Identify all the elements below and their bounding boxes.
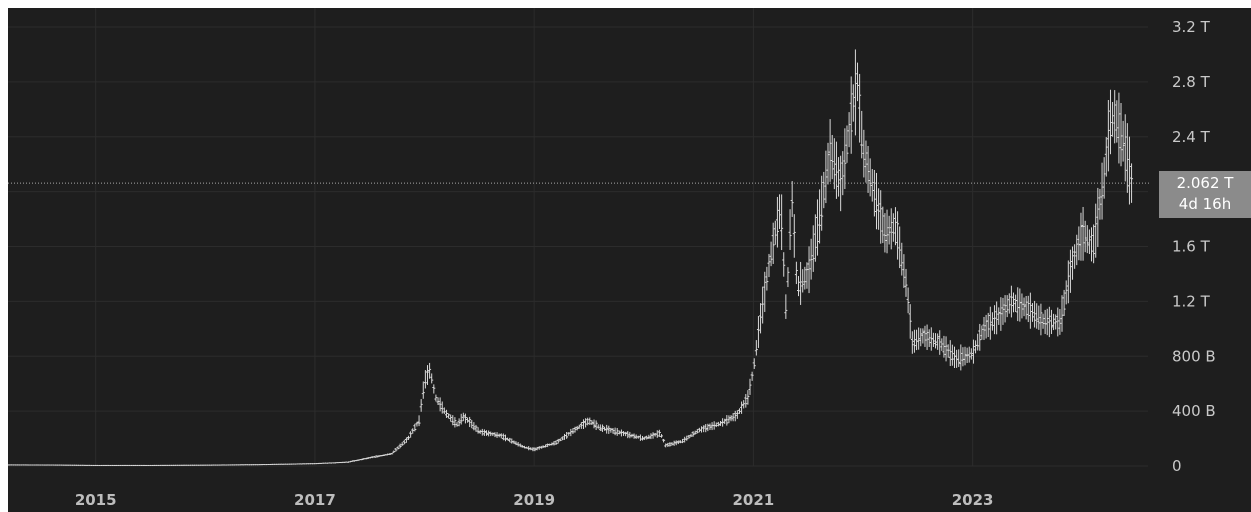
current-price-badge: 2.062 T 4d 16h (1159, 171, 1251, 218)
y-tick-label: 3.2 T (1172, 18, 1211, 36)
x-tick-label: 2019 (513, 491, 555, 509)
countdown-label: 4d 16h (1178, 195, 1232, 213)
grid-lines (8, 8, 1148, 467)
x-tick-label: 2017 (294, 491, 336, 509)
x-tick-label: 2023 (952, 491, 994, 509)
y-tick-label: 2.4 T (1172, 128, 1211, 146)
x-tick-label: 2015 (75, 491, 117, 509)
candles (8, 49, 1134, 466)
y-tick-label: 2.8 T (1172, 73, 1211, 91)
x-tick-label: 2021 (733, 491, 775, 509)
y-tick-label: 400 B (1172, 402, 1216, 420)
y-tick-label: 0 (1172, 457, 1182, 475)
current-price-label: 2.062 T (1176, 174, 1234, 192)
y-tick-label: 800 B (1172, 347, 1216, 365)
x-axis-ticks: 2015 2017 2019 2021 2023 (75, 491, 994, 509)
y-tick-label: 1.6 T (1172, 238, 1211, 256)
y-tick-label: 1.2 T (1172, 292, 1211, 310)
